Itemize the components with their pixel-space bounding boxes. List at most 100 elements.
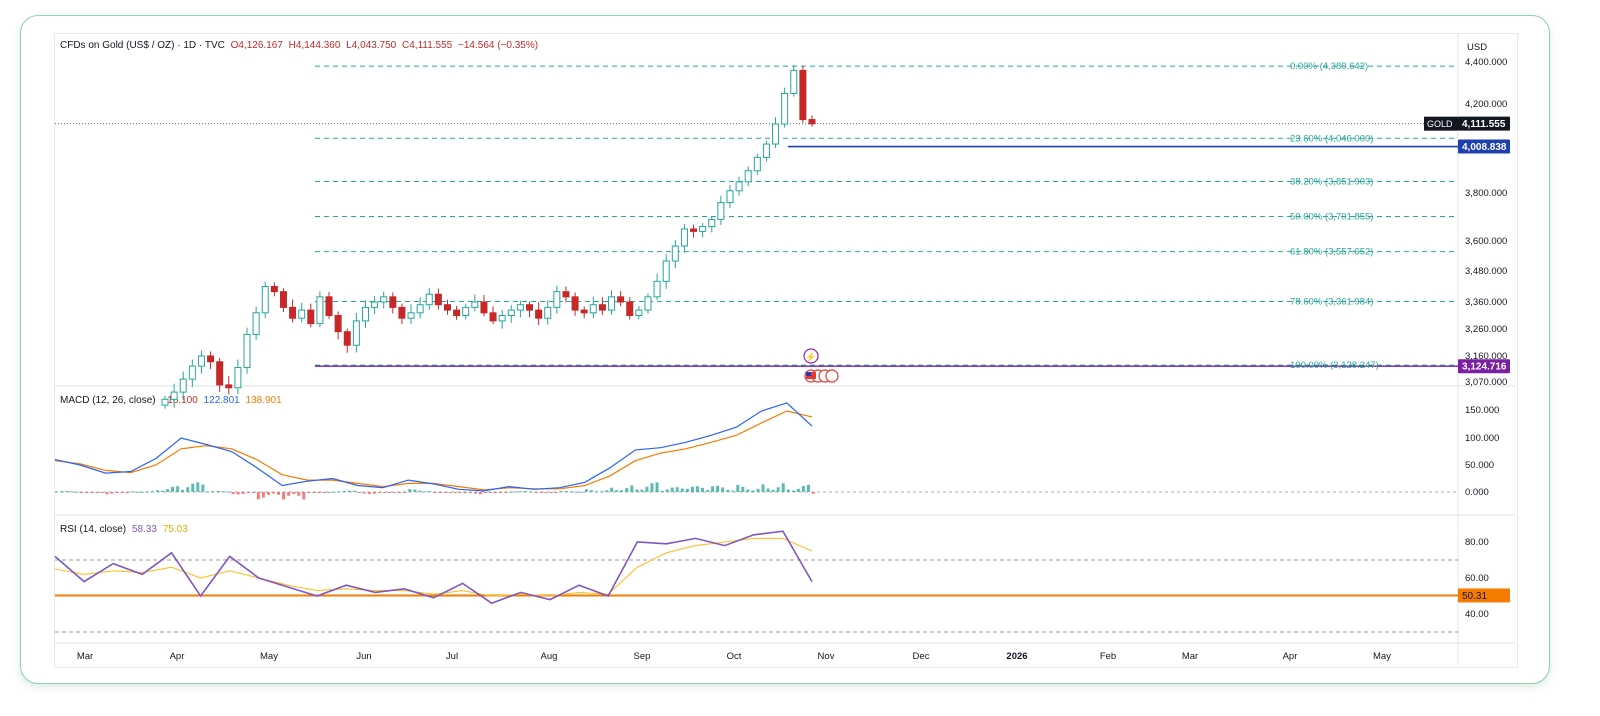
rsi-value: 58.33 <box>131 524 157 535</box>
candle-body <box>234 367 242 389</box>
macd-signal-line <box>54 410 813 491</box>
candle-body <box>644 296 652 311</box>
macd-histogram-bar <box>428 491 432 493</box>
macd-histogram-bar <box>791 490 795 492</box>
macd-histogram-bar <box>756 488 760 492</box>
candle-body <box>243 333 251 369</box>
candle-body <box>398 306 406 319</box>
macd-histogram-bar <box>176 486 180 492</box>
lightning-event-icon[interactable] <box>803 348 819 364</box>
price-tick-label: 4,200.000 <box>1465 99 1507 110</box>
macd-histogram-bar <box>90 492 94 493</box>
macd-histogram-bar <box>130 491 134 493</box>
currency-label[interactable]: USD <box>1467 42 1488 53</box>
rsi-level-tag: 50.31 <box>1462 591 1487 602</box>
macd-histogram-bar <box>388 492 392 493</box>
fib-level-label: 78.60% (3,361.984) <box>1290 296 1373 307</box>
macd-histogram-bar <box>711 486 715 492</box>
candle-body <box>781 93 789 125</box>
macd-histogram-bar <box>362 492 366 494</box>
macd-histogram-bar <box>95 492 99 493</box>
macd-histogram-bar <box>509 491 513 493</box>
macd-histogram-bar <box>282 492 286 500</box>
macd-histogram-bar <box>140 491 144 493</box>
candle-body <box>553 291 561 308</box>
macd-histogram-bar <box>539 492 543 493</box>
macd-histogram-bar <box>261 492 265 498</box>
macd-histogram-bar <box>544 492 548 493</box>
candle-body <box>325 296 333 317</box>
candle-body <box>571 296 579 311</box>
macd-histogram-bar <box>761 484 765 492</box>
candle-body <box>443 304 451 311</box>
candle-body <box>653 280 661 298</box>
time-axis-label: May <box>260 651 278 662</box>
chart-frame[interactable] <box>54 33 1518 668</box>
macd-histogram-bar <box>665 489 669 492</box>
macd-histogram-bar <box>806 484 810 492</box>
macd-histogram-bar <box>574 491 578 493</box>
candle-body <box>699 226 707 232</box>
candle-body <box>471 301 479 308</box>
macd-title[interactable]: MACD (12, 26, close) <box>60 395 156 406</box>
open-value: O4,126.167 <box>230 40 283 51</box>
macd-histogram-bar <box>579 491 583 493</box>
rsi-tick-label: 60.00 <box>1465 573 1489 584</box>
macd-histogram-bar <box>781 483 785 492</box>
macd-histogram-bar <box>776 487 780 492</box>
macd-histogram-bar <box>796 488 800 492</box>
macd-histogram-bar <box>650 483 654 492</box>
macd-histogram-bar <box>302 492 306 500</box>
level-price-tag: 4,008.838 <box>1462 142 1507 153</box>
macd-histogram-bar <box>155 490 159 492</box>
fib-level-label: 61.80% (3,557.652) <box>1290 247 1373 258</box>
candle-body <box>425 293 433 306</box>
time-axis-label: Oct <box>727 651 742 662</box>
fib-level-label: 38.20% (3,851.903) <box>1290 176 1373 187</box>
macd-histogram-bar <box>594 491 598 493</box>
lightning-event-glyph: ⚡ <box>805 351 816 363</box>
candle-body <box>790 69 798 95</box>
macd-histogram-bar <box>403 492 407 493</box>
macd-histogram-bar <box>716 485 720 492</box>
macd-histogram-bar <box>186 487 190 492</box>
time-axis-label: Jun <box>356 651 371 662</box>
rsi-tick-label: 40.00 <box>1465 609 1489 620</box>
candle-body <box>407 312 415 319</box>
candle-body <box>307 309 315 325</box>
candle-body <box>671 245 679 262</box>
macd-histogram-bar <box>181 489 185 492</box>
candle-body <box>316 296 324 325</box>
macd-histogram-bar <box>55 491 58 493</box>
macd-histogram-bar <box>201 484 205 492</box>
event-marker-icon[interactable] <box>825 369 839 383</box>
macd-histogram-bar <box>342 490 346 492</box>
macd-histogram-bar <box>731 490 735 492</box>
symbol-title[interactable]: CFDs on Gold (US$ / OZ) · 1D · TVC <box>60 40 225 51</box>
macd-histogram-bar <box>145 491 149 493</box>
macd-histogram-bar <box>423 491 427 493</box>
macd-histogram-bar <box>251 492 255 493</box>
candle-body <box>735 181 743 192</box>
rsi-title[interactable]: RSI (14, close) <box>60 524 127 535</box>
candle-body <box>416 304 424 314</box>
macd-histogram-bar <box>438 492 442 493</box>
macd-histogram-bar <box>135 491 139 493</box>
macd-histogram-bar <box>85 492 89 493</box>
time-axis-label: Sep <box>634 651 651 662</box>
time-axis-label: Apr <box>170 651 185 662</box>
macd-histogram-bar <box>589 490 593 492</box>
candle-body <box>298 309 306 319</box>
macd-tick-label: 150.000 <box>1465 405 1499 416</box>
candle-body <box>580 309 588 314</box>
macd-histogram-bar <box>685 488 689 492</box>
candle-body <box>216 361 224 386</box>
candle-body <box>161 398 169 406</box>
macd-histogram-bar <box>383 492 387 493</box>
macd-histogram-bar <box>377 492 381 493</box>
time-axis-label: Jul <box>446 651 458 662</box>
macd-histogram-bar <box>635 489 639 492</box>
macd-histogram-bar <box>272 492 276 494</box>
fib-level-label: 23.60% (4,046.000) <box>1290 133 1373 144</box>
